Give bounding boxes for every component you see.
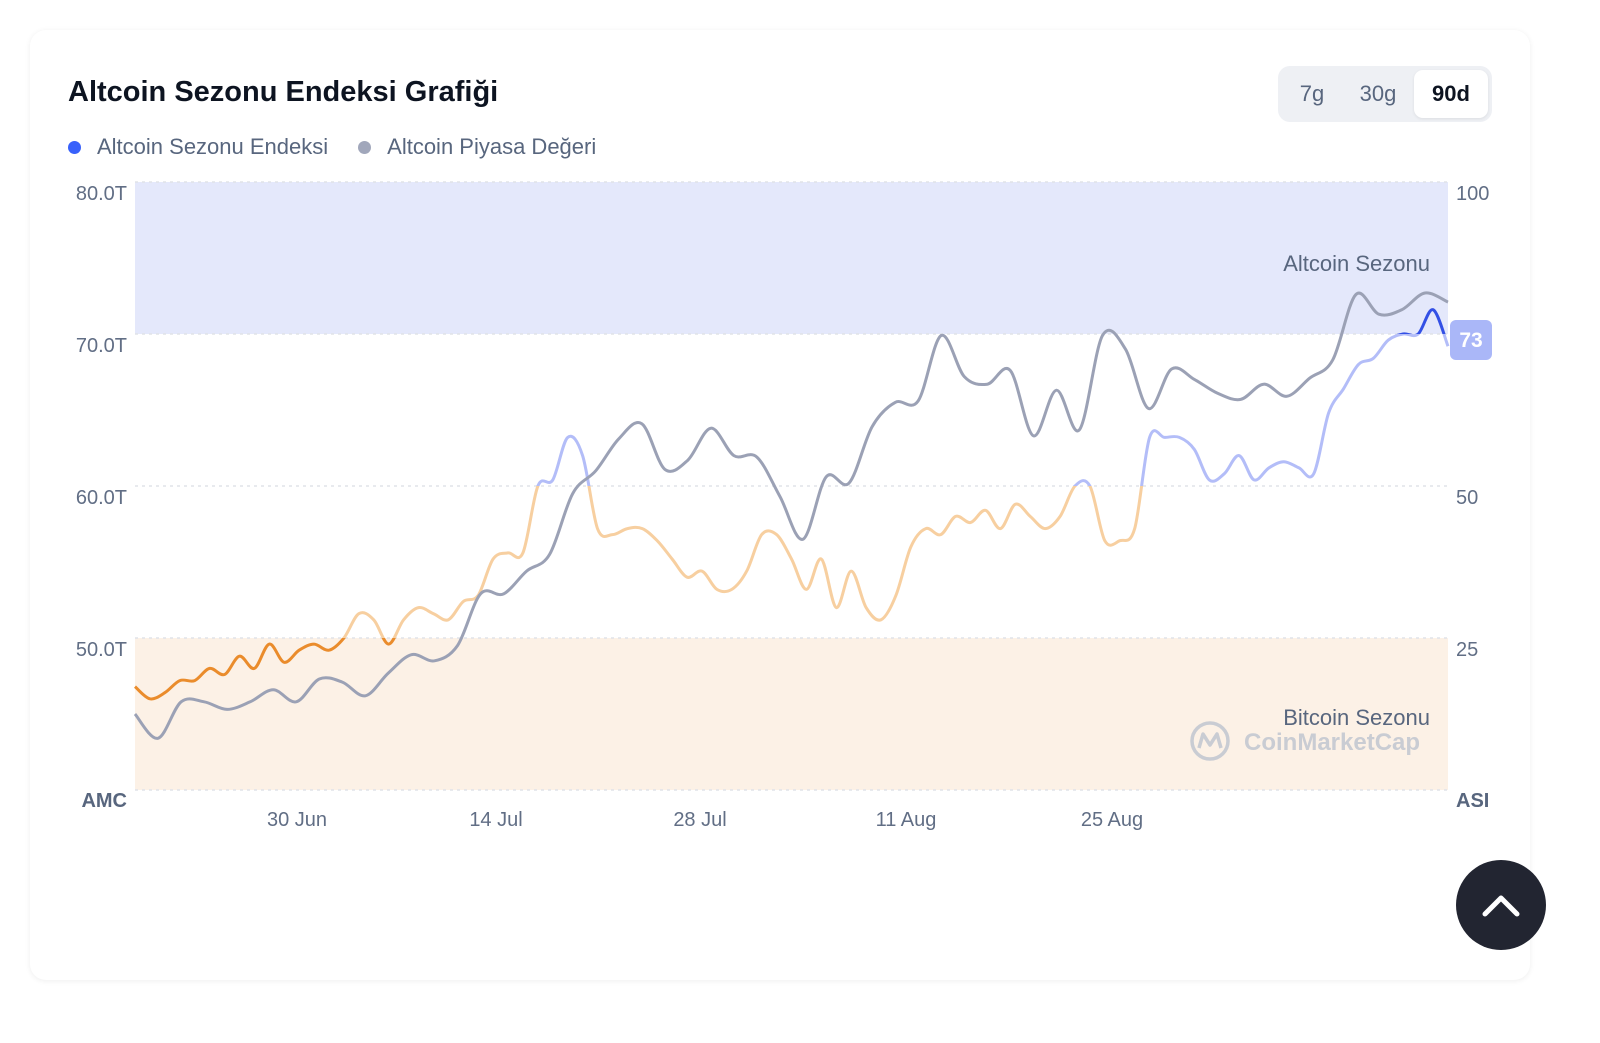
coinmarketcap-logo-icon	[1190, 721, 1230, 761]
left-axis-tick-label: 60.0T	[76, 487, 127, 509]
scroll-to-top-button[interactable]	[1456, 860, 1546, 950]
x-axis-tick-label: 11 Aug	[876, 809, 937, 831]
bitcoin-season-zone-label: Bitcoin Sezonu	[1283, 705, 1430, 730]
current-value-badge	[1450, 320, 1492, 360]
legend-dot-gray-icon	[358, 140, 372, 154]
chart-legend: Altcoin Sezonu Endeksi Altcoin Piyasa De…	[68, 134, 596, 160]
legend-dot-blue-icon	[68, 140, 81, 154]
legend-item-index[interactable]: Altcoin Sezonu Endeksi	[68, 134, 328, 160]
left-axis-tick-label: 80.0T	[76, 183, 127, 205]
current-value-badge-text: 73	[1459, 329, 1482, 352]
page-title: Altcoin Sezonu Endeksi Grafiği	[68, 76, 499, 108]
legend-label-marketcap: Altcoin Piyasa Değeri	[387, 134, 597, 159]
range-tabs: 7g 30g 90d	[1278, 66, 1492, 122]
tab-7g[interactable]: 7g	[1299, 81, 1325, 106]
market-cap-series-line	[133, 291, 1449, 740]
chevron-up-icon	[1482, 895, 1520, 917]
altcoin-season-zone-label: Altcoin Sezonu	[1283, 251, 1430, 276]
x-axis-tick-label: 14 Jul	[469, 809, 522, 831]
tab-90d[interactable]: 90d	[1414, 70, 1488, 118]
altcoin-season-zone	[135, 182, 1448, 334]
left-axis-tick-label: AMC	[81, 790, 127, 812]
right-axis-tick-label: ASI	[1456, 790, 1489, 812]
index-series-line	[341, 486, 1144, 638]
x-axis-tick-label: 25 Aug	[1081, 809, 1143, 831]
legend-item-marketcap[interactable]: Altcoin Piyasa Değeri	[358, 134, 596, 160]
right-axis-tick-label: 100	[1456, 183, 1489, 205]
x-axis-tick-label: 28 Jul	[673, 809, 726, 831]
left-axis-tick-label: 50.0T	[76, 639, 127, 661]
right-axis-tick-label: 25	[1456, 639, 1478, 661]
legend-label-index: Altcoin Sezonu Endeksi	[97, 134, 329, 159]
watermark-text: CoinMarketCap	[1244, 729, 1420, 756]
index-series-line	[536, 334, 1450, 486]
right-axis-tick-label: 50	[1456, 487, 1478, 509]
left-axis-tick-label: 70.0T	[76, 335, 127, 357]
tab-30g[interactable]: 30g	[1359, 81, 1397, 106]
x-axis-tick-label: 30 Jun	[267, 809, 327, 831]
bitcoin-season-zone	[135, 638, 1448, 790]
